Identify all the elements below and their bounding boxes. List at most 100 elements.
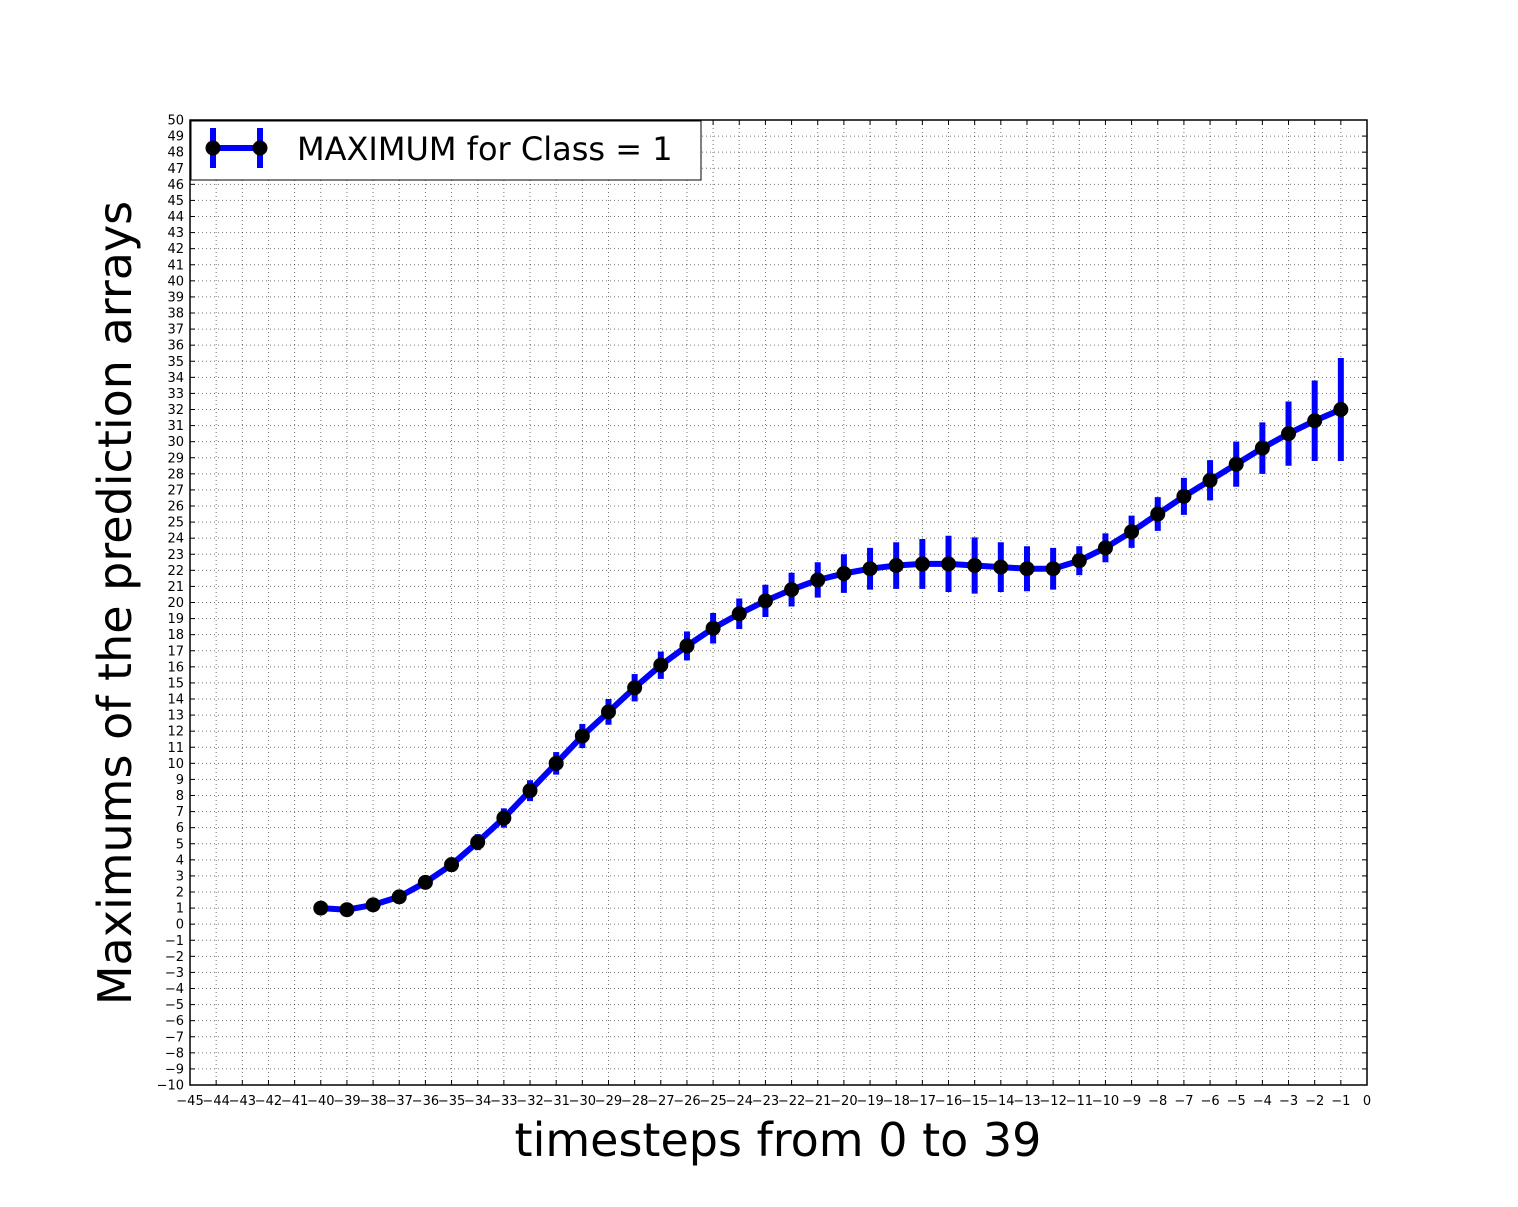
y-tick-label: 20 <box>167 596 184 611</box>
data-point <box>313 900 329 916</box>
data-point <box>1333 402 1349 417</box>
y-tick-label: 46 <box>167 178 184 193</box>
x-tick-label: −6 <box>1200 1094 1219 1109</box>
y-axis-title: Maximums of the prediction arrays <box>88 201 142 1005</box>
x-tick-label: −13 <box>1013 1094 1040 1109</box>
data-point <box>888 558 904 574</box>
x-tick-label: −18 <box>882 1094 909 1109</box>
y-tick-label: 30 <box>167 435 184 450</box>
y-tick-label: 3 <box>176 869 184 884</box>
y-tick-label: 7 <box>176 805 184 820</box>
y-tick-label: 34 <box>167 371 184 386</box>
data-point <box>1228 456 1244 472</box>
legend-marker-swatch <box>252 140 268 156</box>
x-tick-label: −5 <box>1227 1094 1246 1109</box>
plot-frame <box>189 119 1368 1086</box>
data-point <box>391 889 407 905</box>
x-tick-label: −16 <box>935 1094 962 1109</box>
data-point <box>679 638 695 654</box>
data-series <box>313 358 1349 918</box>
x-tick-label: −2 <box>1305 1094 1324 1109</box>
y-tick-label: −10 <box>157 1079 184 1094</box>
x-tick-label: −11 <box>1066 1094 1093 1109</box>
y-tick-label: 21 <box>167 580 184 595</box>
data-point <box>967 558 983 574</box>
x-tick-label: −29 <box>595 1094 622 1109</box>
x-tick-label: −1 <box>1331 1094 1350 1109</box>
y-tick-label: 36 <box>167 339 184 354</box>
x-tick-label: −22 <box>778 1094 805 1109</box>
y-tick-label: 31 <box>167 419 184 434</box>
data-point <box>653 657 669 673</box>
x-tick-label: −36 <box>412 1094 439 1109</box>
y-tick-label: 26 <box>167 500 184 515</box>
x-tick-label: −9 <box>1122 1094 1141 1109</box>
y-tick-label: 33 <box>167 387 184 402</box>
y-tick-label: 14 <box>167 693 184 708</box>
data-point <box>1071 553 1087 569</box>
y-tick-label: 18 <box>167 628 184 643</box>
legend-label: MAXIMUM for Class = 1 <box>297 130 673 168</box>
y-tick-label: −9 <box>165 1062 184 1077</box>
x-tick-label: −14 <box>987 1094 1014 1109</box>
y-tick-label: 37 <box>167 323 184 338</box>
y-tick-label: 47 <box>167 162 184 177</box>
data-point <box>1150 506 1166 522</box>
x-tick-label: −37 <box>386 1094 413 1109</box>
x-tick-label: −34 <box>464 1094 491 1109</box>
data-point <box>914 556 930 572</box>
y-tick-label: −8 <box>165 1046 184 1061</box>
data-point <box>1254 440 1270 456</box>
x-tick-label: −44 <box>202 1094 229 1109</box>
x-tick-label: −21 <box>804 1094 831 1109</box>
x-tick-label: −43 <box>229 1094 256 1109</box>
y-tick-label: 12 <box>167 725 184 740</box>
y-tick-label: −3 <box>165 966 184 981</box>
series-line <box>317 406 1344 913</box>
x-tick-label: −38 <box>359 1094 386 1109</box>
x-tick-label: −39 <box>333 1094 360 1109</box>
x-tick-label: −10 <box>1092 1094 1119 1109</box>
x-tick-label: −31 <box>542 1094 569 1109</box>
y-tick-label: 50 <box>167 114 184 129</box>
x-tick-label: −3 <box>1279 1094 1298 1109</box>
data-point <box>836 566 852 582</box>
x-tick-label: −4 <box>1253 1094 1272 1109</box>
y-tick-label: −5 <box>165 998 184 1013</box>
y-tick-label: 44 <box>167 210 184 225</box>
x-tick-label: −41 <box>281 1094 308 1109</box>
data-point <box>1176 488 1192 504</box>
y-tick-label: 29 <box>167 451 184 466</box>
y-tick-label: −6 <box>165 1014 184 1029</box>
data-point <box>731 606 747 622</box>
y-tick-label: 43 <box>167 226 184 241</box>
y-tick-label: 35 <box>167 355 184 370</box>
y-tick-label: 8 <box>176 789 184 804</box>
y-tick-label: 10 <box>167 757 184 772</box>
x-tick-label: −15 <box>961 1094 988 1109</box>
data-point <box>1045 561 1061 577</box>
data-point <box>862 561 878 577</box>
x-tick-label: 0 <box>1363 1094 1371 1109</box>
y-tick-label: 16 <box>167 660 184 675</box>
y-tick-label: −4 <box>165 982 184 997</box>
y-tick-label: 48 <box>167 146 184 161</box>
y-tick-label: 38 <box>167 307 184 322</box>
x-tick-label: −19 <box>856 1094 883 1109</box>
data-point <box>1019 561 1035 577</box>
data-point <box>1202 472 1218 488</box>
x-tick-label: −17 <box>909 1094 936 1109</box>
x-tick-label: −20 <box>830 1094 857 1109</box>
y-tick-label: 28 <box>167 467 184 482</box>
data-point <box>810 572 826 588</box>
x-tick-label: −45 <box>176 1094 203 1109</box>
data-point <box>444 857 460 873</box>
y-tick-label: 1 <box>176 902 184 917</box>
y-tick-label: 6 <box>176 821 184 836</box>
y-tick-label: 19 <box>167 612 184 627</box>
data-point <box>705 620 721 636</box>
data-point <box>574 728 590 744</box>
x-tick-label: −40 <box>307 1094 334 1109</box>
y-tick-label: 15 <box>167 676 184 691</box>
x-tick-label: −42 <box>255 1094 282 1109</box>
